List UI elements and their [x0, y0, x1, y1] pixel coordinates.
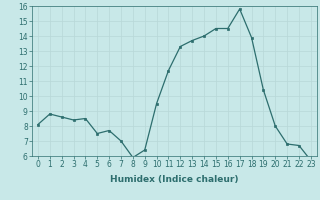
X-axis label: Humidex (Indice chaleur): Humidex (Indice chaleur) — [110, 175, 239, 184]
